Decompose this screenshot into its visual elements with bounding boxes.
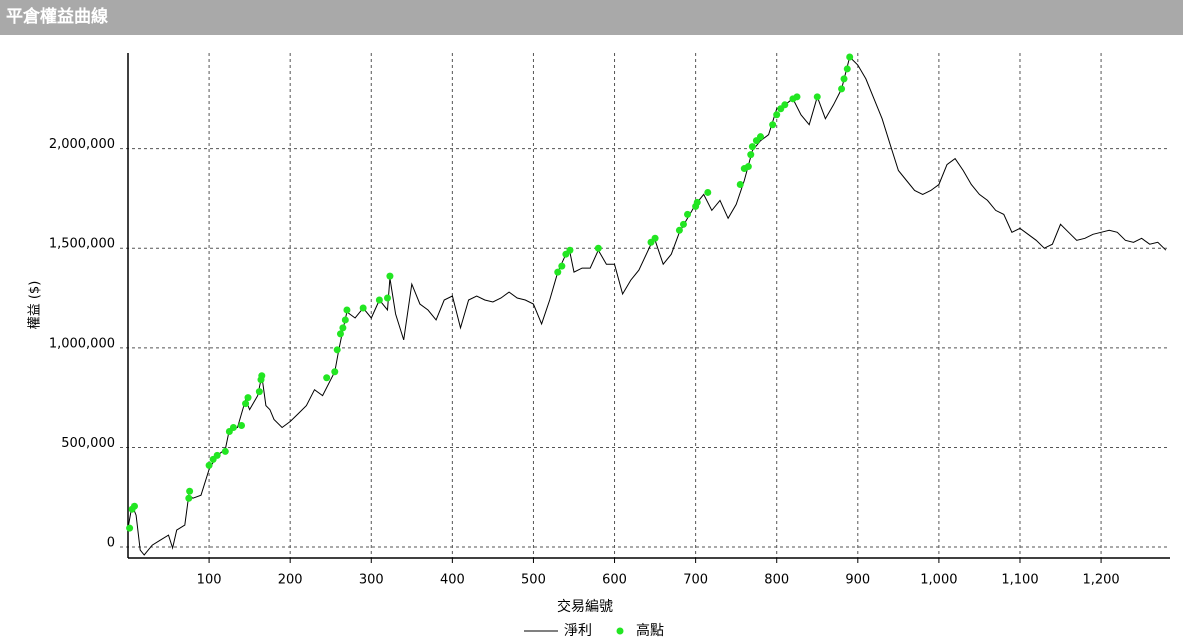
legend-swatch — [616, 627, 624, 635]
high-point — [594, 244, 602, 252]
y-axis-label: 權益 ($) — [28, 281, 43, 330]
high-point — [756, 133, 764, 141]
high-point — [558, 262, 566, 270]
x-tick-label: 1,200 — [1082, 573, 1119, 588]
high-point — [213, 451, 221, 459]
high-point — [255, 388, 263, 396]
high-point — [323, 374, 331, 382]
high-point — [359, 304, 367, 312]
x-tick-label: 100 — [197, 573, 222, 588]
high-point — [651, 234, 659, 242]
high-point — [229, 424, 237, 432]
high-point — [566, 246, 574, 254]
x-tick-label: 300 — [359, 573, 384, 588]
chart-title: 平倉權益曲線 — [6, 6, 108, 27]
high-point — [130, 502, 138, 510]
high-point — [343, 306, 351, 314]
high-point — [793, 93, 801, 101]
high-point — [186, 487, 194, 495]
high-point — [221, 447, 229, 455]
x-tick-label: 500 — [521, 573, 546, 588]
high-point — [748, 143, 756, 151]
high-point — [813, 93, 821, 101]
high-point — [693, 198, 701, 206]
high-point — [126, 524, 134, 532]
high-point — [781, 101, 789, 109]
x-tick-label: 600 — [602, 573, 627, 588]
y-tick-label: 500,000 — [61, 436, 115, 451]
y-tick-label: 1,500,000 — [49, 237, 115, 252]
x-tick-label: 400 — [440, 573, 465, 588]
x-tick-label: 200 — [278, 573, 303, 588]
high-point — [336, 330, 344, 338]
high-point — [675, 226, 683, 234]
high-point — [244, 394, 252, 402]
x-tick-label: 1,000 — [920, 573, 957, 588]
high-point — [386, 272, 394, 280]
high-point — [205, 461, 213, 469]
x-tick-label: 900 — [845, 573, 870, 588]
high-point — [341, 316, 349, 324]
high-point — [331, 368, 339, 376]
high-point — [684, 210, 692, 218]
high-point — [185, 494, 193, 502]
high-point — [704, 188, 712, 196]
high-point — [258, 372, 266, 380]
high-point — [375, 296, 383, 304]
high-point — [838, 85, 846, 93]
high-point — [333, 346, 341, 354]
legend-label: 淨利 — [564, 623, 592, 639]
x-tick-label: 800 — [764, 573, 789, 588]
high-point — [679, 220, 687, 228]
y-tick-label: 1,000,000 — [49, 336, 115, 351]
high-point — [846, 53, 854, 61]
x-axis-label: 交易編號 — [557, 598, 613, 615]
legend-label: 高點 — [636, 622, 664, 639]
header-bar — [0, 0, 1183, 35]
y-tick-label: 2,000,000 — [49, 137, 115, 152]
high-point — [339, 324, 347, 332]
high-point — [554, 268, 562, 276]
high-point — [747, 151, 755, 159]
equity-line — [127, 56, 1167, 556]
high-point — [744, 163, 752, 171]
high-point — [383, 294, 391, 302]
high-point — [242, 400, 250, 408]
high-point — [840, 75, 848, 83]
high-point — [238, 422, 246, 430]
high-point — [736, 180, 744, 188]
x-tick-label: 1,100 — [1001, 573, 1038, 588]
y-tick-label: 0 — [107, 536, 115, 551]
high-point — [769, 121, 777, 129]
high-point — [843, 65, 851, 73]
x-tick-label: 700 — [683, 573, 708, 588]
high-point — [773, 111, 781, 119]
